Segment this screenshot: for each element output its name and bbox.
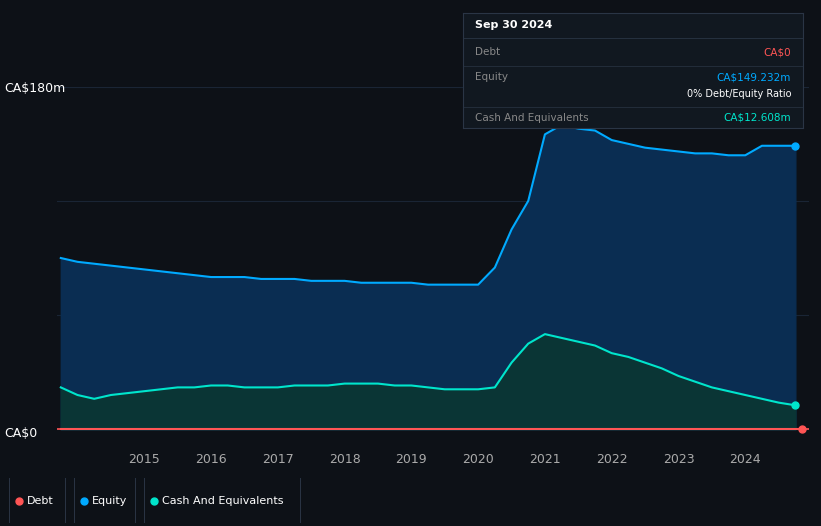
Text: Cash And Equivalents: Cash And Equivalents bbox=[162, 495, 283, 505]
Point bbox=[789, 141, 802, 150]
FancyBboxPatch shape bbox=[144, 459, 300, 526]
FancyBboxPatch shape bbox=[75, 459, 135, 526]
Text: Debt: Debt bbox=[27, 495, 53, 505]
FancyBboxPatch shape bbox=[10, 459, 66, 526]
Point bbox=[796, 425, 809, 433]
Text: CA$0: CA$0 bbox=[764, 47, 791, 57]
Text: CA$180m: CA$180m bbox=[4, 82, 66, 95]
Text: Cash And Equivalents: Cash And Equivalents bbox=[475, 113, 589, 123]
Text: CA$0: CA$0 bbox=[4, 428, 37, 440]
Text: Debt: Debt bbox=[475, 47, 500, 57]
Text: Equity: Equity bbox=[92, 495, 127, 505]
Text: Equity: Equity bbox=[475, 73, 508, 83]
Text: 0% Debt/Equity Ratio: 0% Debt/Equity Ratio bbox=[686, 88, 791, 98]
Point bbox=[789, 401, 802, 409]
Text: Sep 30 2024: Sep 30 2024 bbox=[475, 19, 553, 29]
Text: CA$149.232m: CA$149.232m bbox=[717, 73, 791, 83]
Text: CA$12.608m: CA$12.608m bbox=[723, 113, 791, 123]
